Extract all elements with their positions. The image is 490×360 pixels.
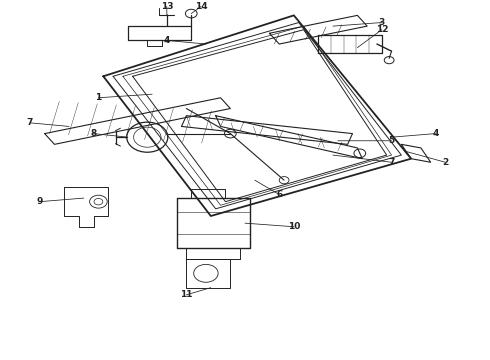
Text: 13: 13 [161, 2, 173, 11]
Text: 7: 7 [389, 158, 395, 167]
Text: 6: 6 [276, 190, 282, 199]
Text: 4: 4 [432, 129, 439, 138]
Text: 2: 2 [442, 158, 448, 167]
Text: 4: 4 [164, 36, 170, 45]
Text: 8: 8 [91, 129, 97, 138]
Text: 11: 11 [180, 290, 193, 299]
Text: 10: 10 [288, 222, 300, 231]
Text: 14: 14 [195, 2, 207, 11]
Text: 7: 7 [27, 118, 33, 127]
Text: 5: 5 [389, 136, 395, 145]
Text: 3: 3 [379, 18, 385, 27]
Text: 9: 9 [37, 197, 43, 206]
Text: 12: 12 [375, 25, 388, 34]
Text: 1: 1 [95, 93, 101, 102]
